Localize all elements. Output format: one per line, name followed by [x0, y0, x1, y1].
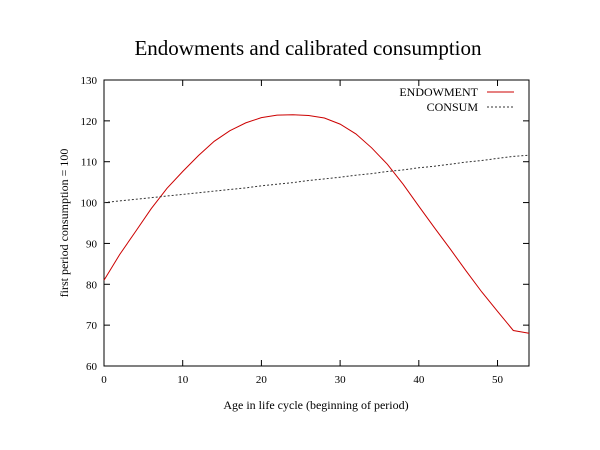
legend-label-consum: CONSUM — [427, 100, 479, 114]
series-layer — [103, 114, 530, 334]
y-tick-label: 110 — [81, 157, 98, 169]
x-tick-label: 0 — [101, 374, 107, 386]
y-tick-label: 100 — [81, 198, 98, 210]
axis-ticks: 60 70 80 90 100 110 120 130 0 10 20 30 40 50 — [81, 75, 529, 386]
y-tick-label: 90 — [86, 238, 98, 250]
y-tick-label: 80 — [86, 279, 98, 291]
x-axis-label: Age in life cycle (beginning of period) — [223, 398, 408, 412]
x-tick-label: 20 — [256, 374, 268, 386]
x-tick-label: 10 — [177, 374, 189, 386]
y-tick-label: 60 — [86, 361, 98, 373]
plot-area: 60 70 80 90 100 110 120 130 0 10 20 30 40 50 — [81, 75, 530, 386]
series-line-consum — [103, 154, 530, 204]
legend-label-endowment: ENDOWMENT — [399, 85, 478, 99]
series-line-endowment — [103, 114, 530, 334]
x-tick-label: 40 — [413, 374, 425, 386]
plot-frame — [103, 79, 530, 367]
legend: ENDOWMENT CONSUM — [399, 85, 514, 114]
y-tick-label: 120 — [81, 116, 98, 128]
x-tick-label: 50 — [492, 374, 504, 386]
y-axis-label: first period consumption = 100 — [57, 149, 71, 298]
chart-title: Endowments and calibrated consumption — [134, 36, 482, 60]
y-tick-label: 70 — [86, 320, 98, 332]
x-tick-label: 30 — [335, 374, 347, 386]
y-tick-label: 130 — [81, 75, 98, 87]
